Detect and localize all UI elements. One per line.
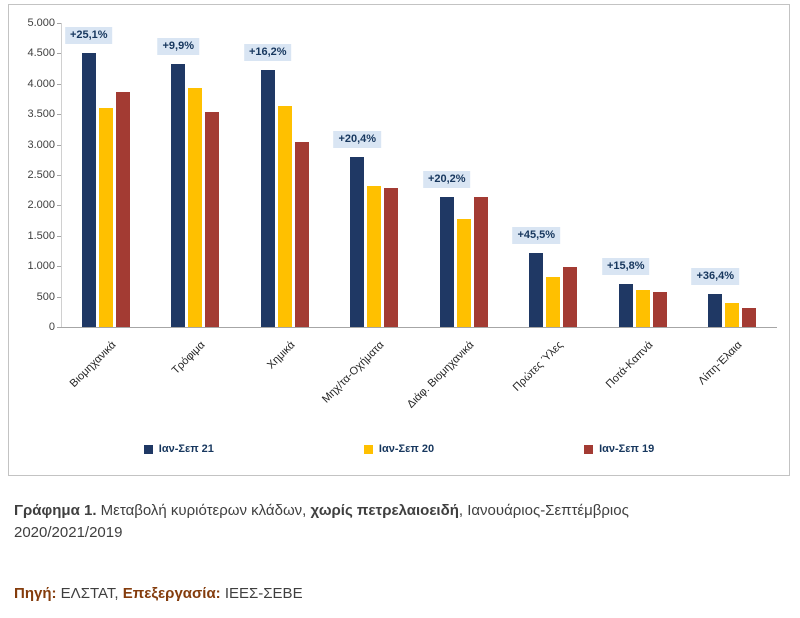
bar-series-1 [171, 64, 186, 327]
pct-change-label: +20,4% [333, 131, 382, 148]
y-tick-mark [57, 327, 61, 328]
y-axis-line [61, 23, 62, 327]
bar-series-2 [725, 303, 740, 327]
pct-change-label: +16,2% [243, 44, 292, 61]
legend-label: Ιαν-Σεπ 19 [599, 443, 655, 455]
y-tick-label: 0 [48, 321, 55, 333]
y-tick-label: 3.000 [27, 138, 55, 151]
legend-item: Ιαν-Σεπ 19 [584, 443, 654, 455]
y-tick-label: 2.500 [27, 169, 55, 181]
processing-label: Επεξεργασία: [122, 585, 221, 602]
x-axis-line [61, 327, 777, 328]
bar-series-2 [98, 108, 113, 327]
bar-series-3 [652, 292, 667, 327]
bar-series-3 [563, 267, 578, 327]
legend-label: Ιαν-Σεπ 21 [158, 443, 214, 455]
y-tick-mark [57, 144, 61, 146]
y-tick-label: 3.500 [27, 108, 55, 121]
legend-swatch-icon [584, 444, 594, 454]
caption-text: , Ιανουάριος-Σεπτέμβριος 2020/2021/2019 [14, 502, 629, 541]
bar-series-1 [708, 294, 723, 327]
bar-series-3 [742, 308, 757, 327]
bar-series-1 [81, 53, 96, 327]
pct-change-label: +25,1% [64, 27, 113, 44]
source-line: Πηγή: ΕΛΣΤΑΤ, Επεξεργασία: ΙΕΕΣ-ΣΕΒΕ [14, 585, 704, 602]
y-tick-label: 1.000 [27, 260, 55, 273]
chart-caption: Γράφημα 1. Μεταβολή κυριότερων κλάδων, χ… [14, 500, 704, 544]
caption-text: Μεταβολή κυριότερων κλάδων, [96, 502, 311, 519]
y-tick-mark [57, 266, 61, 268]
y-tick-mark [57, 235, 61, 237]
caption-label: Γράφημα 1. [14, 502, 97, 519]
bar-series-2 [367, 186, 382, 327]
chart-plot-area: 0 500 1.000 1.500 2.000 2.500 3.000 3.500 4.000 4… [9, 5, 789, 475]
bar-series-2 [546, 277, 561, 327]
legend-swatch-icon [143, 444, 153, 454]
chart-legend: Ιαν-Σεπ 21 Ιαν-Σεπ 20 Ιαν-Σεπ 19 [9, 443, 789, 455]
y-tick-mark [57, 83, 61, 85]
bar-series-1 [439, 197, 454, 327]
bar-series-2 [188, 88, 203, 327]
y-tick-label: 2.000 [27, 199, 55, 212]
bar-series-3 [294, 142, 309, 327]
y-tick-mark [57, 205, 61, 207]
bar-series-3 [115, 92, 130, 327]
y-tick-label: 500 [36, 290, 55, 303]
bar-series-1 [618, 284, 633, 327]
caption-bold: χωρίς πετρελαιοειδή [310, 502, 459, 519]
legend-swatch-icon [363, 444, 373, 454]
bar-series-1 [260, 70, 275, 327]
bar-series-3 [384, 188, 399, 327]
y-tick-mark [57, 23, 61, 24]
legend-label: Ιαν-Σεπ 20 [378, 443, 435, 455]
y-tick-label: 4.500 [27, 47, 55, 60]
bar-series-1 [350, 157, 365, 327]
y-tick-mark [57, 53, 61, 55]
y-tick-mark [57, 114, 61, 116]
y-tick-label: 5.000 [27, 17, 55, 29]
bar-series-2 [277, 106, 292, 327]
source-text: ΕΛΣΤΑΤ, [56, 585, 123, 602]
legend-item: Ιαν-Σεπ 21 [143, 443, 214, 455]
processing-text: ΙΕΕΣ-ΣΕΒΕ [220, 585, 303, 602]
source-label: Πηγή: [14, 585, 57, 602]
y-tick-label: 4.000 [27, 77, 55, 90]
bar-series-2 [635, 290, 650, 327]
y-tick-mark [57, 296, 61, 298]
pct-change-label: +15,8% [601, 258, 650, 275]
bar-chart: 0 500 1.000 1.500 2.000 2.500 3.000 3.500 4.000 4… [8, 4, 790, 476]
bar-series-3 [473, 197, 488, 327]
pct-change-label: +45,5% [512, 227, 561, 244]
pct-change-label: +36,4% [691, 268, 740, 285]
y-tick-label: 1.500 [27, 229, 55, 242]
legend-item: Ιαν-Σεπ 20 [363, 443, 435, 455]
bar-series-3 [205, 112, 220, 327]
bar-series-2 [456, 219, 471, 327]
pct-change-label: +9,9% [157, 38, 199, 55]
y-tick-mark [57, 175, 61, 176]
pct-change-label: +20,2% [422, 171, 471, 188]
bar-series-1 [529, 253, 544, 327]
